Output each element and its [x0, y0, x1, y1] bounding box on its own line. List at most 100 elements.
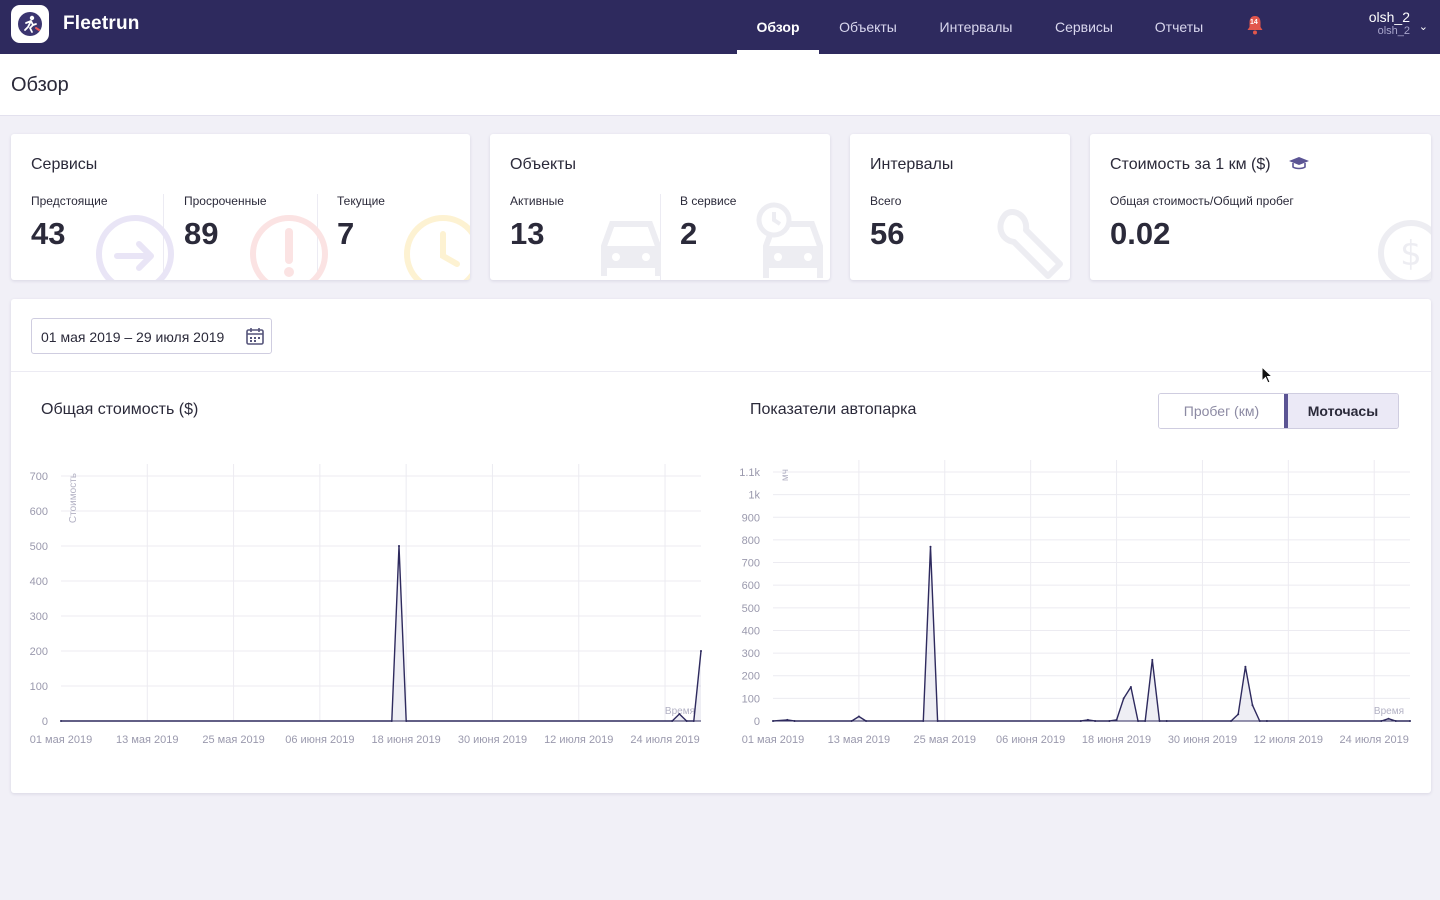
x-tick-label: 12 июля 2019 [544, 734, 613, 746]
x-tick-label: 24 июля 2019 [630, 734, 699, 746]
data-point [865, 720, 867, 722]
x-tick-label: 13 мая 2019 [116, 734, 178, 746]
calendar-icon[interactable] [245, 326, 265, 346]
y-tick-label: 400 [30, 576, 48, 588]
data-point [1230, 720, 1233, 722]
stat-current[interactable]: Текущие 7 [337, 194, 385, 252]
y-axis-label: мч [780, 469, 791, 481]
stat-value: 43 [31, 216, 66, 251]
series-line [772, 545, 1410, 722]
stat-value: 89 [184, 216, 219, 251]
stat-label: В сервисе [680, 194, 737, 208]
data-point [1394, 720, 1397, 722]
nav-objects[interactable]: Объекты [839, 19, 897, 35]
metric-toggle: Пробег (км) Моточасы [1158, 393, 1399, 429]
series-area [773, 546, 1410, 721]
stat-label: Общая стоимость/Общий пробег [1110, 194, 1294, 208]
x-tick-label: 06 июня 2019 [996, 734, 1065, 746]
data-point [1086, 718, 1089, 721]
charts-panel: 01 мая 2019 – 29 июля 2019 Общая стоимос… [11, 299, 1431, 793]
stat-label: Активные [510, 194, 564, 208]
y-tick-label: 500 [30, 541, 48, 553]
x-axis-label: Время [1374, 706, 1404, 717]
data-point [1251, 704, 1254, 707]
data-point [1122, 697, 1125, 700]
page-header: Обзор [0, 54, 1440, 116]
toggle-mileage-button[interactable]: Пробег (км) [1159, 394, 1284, 428]
user-name: olsh_2 [1368, 9, 1410, 25]
objects-card: Объекты Активные 13 В сервисе 2 [490, 134, 830, 280]
data-point [1380, 720, 1383, 722]
y-tick-label: 700 [30, 471, 48, 483]
y-tick-label: 0 [42, 716, 48, 728]
nav-intervals[interactable]: Интервалы [939, 19, 1013, 35]
y-tick-label: 600 [742, 580, 760, 592]
app-logo[interactable] [11, 5, 49, 43]
data-point [850, 720, 853, 722]
stat-value: 56 [870, 216, 905, 251]
stat-active[interactable]: Активные 13 [510, 194, 564, 252]
x-tick-label: 25 мая 2019 [202, 734, 264, 746]
series-area [61, 546, 701, 721]
nav-services[interactable]: Сервисы [1054, 19, 1113, 35]
y-tick-label: 0 [754, 716, 760, 728]
stat-value: 2 [680, 216, 698, 251]
x-tick-label: 18 июня 2019 [372, 734, 441, 746]
data-point [1158, 720, 1161, 722]
graduation-cap-icon[interactable] [1288, 156, 1310, 170]
y-tick-label: 1.1k [739, 467, 760, 479]
chevron-down-icon[interactable]: ⌄ [1418, 21, 1428, 33]
y-tick-label: 100 [30, 681, 48, 693]
y-tick-label: 300 [742, 648, 760, 660]
stat-value: 7 [337, 216, 355, 251]
y-tick-label: 1k [748, 490, 760, 502]
stat-label: Просроченные [184, 194, 267, 208]
data-point [700, 650, 702, 652]
x-tick-label: 25 мая 2019 [914, 734, 976, 746]
stat-value: 0.02 [1110, 216, 1171, 251]
stat-upcoming[interactable]: Предстоящие 43 [31, 194, 108, 252]
data-point [793, 720, 796, 722]
divider [660, 194, 661, 280]
brand-name[interactable]: Fleetrun [63, 13, 140, 34]
x-tick-label: 13 мая 2019 [828, 734, 890, 746]
clock-icon [404, 215, 470, 280]
data-point [398, 545, 400, 547]
nav-overview[interactable]: Обзор [737, 0, 819, 54]
runner-logo-icon [18, 12, 42, 36]
services-card-title: Сервисы [31, 156, 98, 173]
y-tick-label: 400 [742, 625, 760, 637]
stat-value: 13 [510, 216, 545, 251]
x-tick-label: 01 мая 2019 [30, 734, 92, 746]
data-point [1237, 713, 1240, 716]
x-tick-label: 06 июня 2019 [285, 734, 354, 746]
nav-reports[interactable]: Отчеты [1154, 19, 1204, 35]
y-tick-label: 500 [742, 603, 760, 615]
data-point [390, 720, 393, 722]
toggle-engine-hours-button[interactable]: Моточасы [1283, 394, 1398, 428]
y-tick-label: 900 [742, 512, 760, 524]
stat-in-service[interactable]: В сервисе 2 [680, 194, 736, 252]
data-point [929, 545, 932, 548]
y-tick-label: 300 [30, 611, 48, 623]
data-point [1137, 720, 1139, 722]
data-point [1151, 658, 1154, 661]
data-point [1108, 720, 1111, 722]
bell-icon[interactable] [1243, 13, 1267, 37]
y-tick-label: 700 [742, 558, 760, 570]
x-tick-label: 18 июня 2019 [1082, 734, 1151, 746]
data-point [1094, 720, 1097, 722]
data-point [1144, 720, 1147, 722]
fleet-chart: 0 100 200 300 400 500 600 700 800 900 1k 1.1k 01 мая… [739, 460, 1411, 746]
data-point [857, 715, 860, 718]
svg-text:$: $ [1400, 234, 1422, 274]
data-point [1129, 686, 1132, 688]
stat-cost-per-km[interactable]: Общая стоимость/Общий пробег 0.02 [1110, 194, 1294, 252]
user-menu[interactable]: olsh_2 olsh_2 [1369, 9, 1410, 37]
stat-total[interactable]: Всего 56 [870, 194, 904, 252]
data-point [1265, 720, 1268, 722]
stat-overdue[interactable]: Просроченные 89 [184, 194, 267, 252]
series-line [61, 545, 702, 722]
stat-label: Текущие [337, 194, 385, 208]
date-range-picker[interactable]: 01 мая 2019 – 29 июля 2019 [31, 318, 272, 354]
